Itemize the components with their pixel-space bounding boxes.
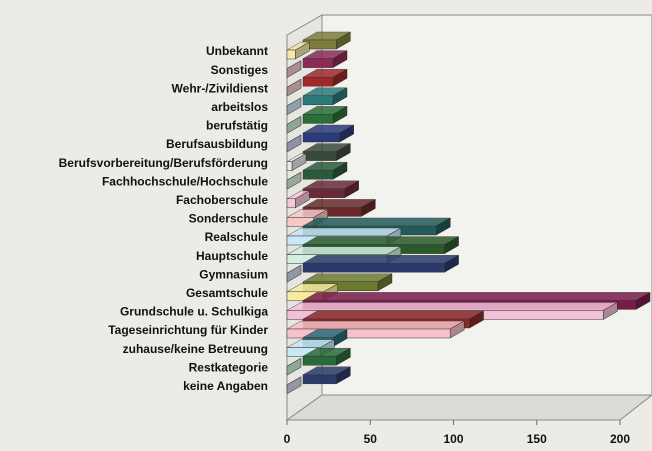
- x-tick-label: 100: [443, 432, 463, 446]
- bar-top: [286, 227, 402, 237]
- y-tick-label: arbeitslos: [211, 100, 268, 114]
- y-tick-label: Sonstiges: [211, 63, 269, 77]
- bar: [302, 262, 445, 273]
- y-tick-label: zuhause/keine Betreuung: [123, 342, 268, 356]
- bar: [302, 151, 337, 161]
- bar: [302, 58, 334, 68]
- y-tick-label: Realschule: [205, 230, 269, 244]
- x-tick-label: 50: [364, 432, 378, 446]
- y-tick-label: Fachhochschule/Hochschule: [102, 174, 268, 188]
- bar-top: [302, 310, 485, 320]
- y-tick-label: Restkategorie: [189, 360, 269, 374]
- bar-top: [302, 236, 460, 245]
- y-tick-label: berufstätig: [206, 119, 268, 133]
- y-tick-label: Hauptschule: [196, 249, 268, 263]
- y-tick-label: Gesamtschule: [186, 286, 268, 300]
- y-tick-label: Wehr-/Zivildienst: [172, 81, 268, 95]
- bar-top: [302, 254, 460, 264]
- bar-top: [302, 273, 393, 283]
- y-tick-label: keine Angaben: [183, 379, 268, 393]
- bar: [286, 328, 451, 339]
- bar: [302, 374, 337, 385]
- bar-top: [286, 320, 466, 330]
- bar-side: [286, 134, 302, 153]
- bar-side: [286, 97, 302, 116]
- y-tick-label: Berufsausbildung: [166, 137, 268, 151]
- y-tick-label: Berufsvorbereitung/Berufsförderung: [59, 156, 268, 170]
- x-tick-label: 0: [284, 432, 291, 446]
- bar-side: [286, 376, 302, 395]
- bar: [302, 132, 340, 143]
- bar: [286, 198, 296, 209]
- y-tick-label: Unbekannt: [206, 44, 268, 58]
- bar-side: [286, 357, 302, 376]
- y-tick-label: Grundschule u. Schulkiga: [120, 305, 268, 319]
- bar: [302, 114, 334, 124]
- bar-top: [286, 246, 402, 255]
- bar-side: [286, 60, 302, 79]
- x-tick-label: 150: [527, 432, 547, 446]
- bar: [302, 95, 334, 106]
- bar-side: [286, 264, 302, 283]
- bar: [286, 49, 296, 60]
- bar-top: [302, 217, 452, 227]
- bar: [302, 76, 334, 87]
- bar-side: [286, 171, 302, 190]
- bar: [302, 355, 337, 366]
- bar-side: [286, 78, 302, 97]
- x-tick-label: 200: [610, 432, 630, 446]
- y-tick-label: Fachoberschule: [176, 193, 268, 207]
- bar: [302, 169, 334, 180]
- bar-side: [286, 115, 302, 134]
- y-tick-label: Sonderschule: [189, 212, 269, 226]
- y-tick-label: Tageseinrichtung für Kinder: [108, 323, 268, 337]
- bar-top: [286, 302, 619, 311]
- bar-top: [302, 292, 651, 301]
- y-tick-label: Gymnasium: [199, 267, 268, 281]
- bar: [286, 161, 293, 171]
